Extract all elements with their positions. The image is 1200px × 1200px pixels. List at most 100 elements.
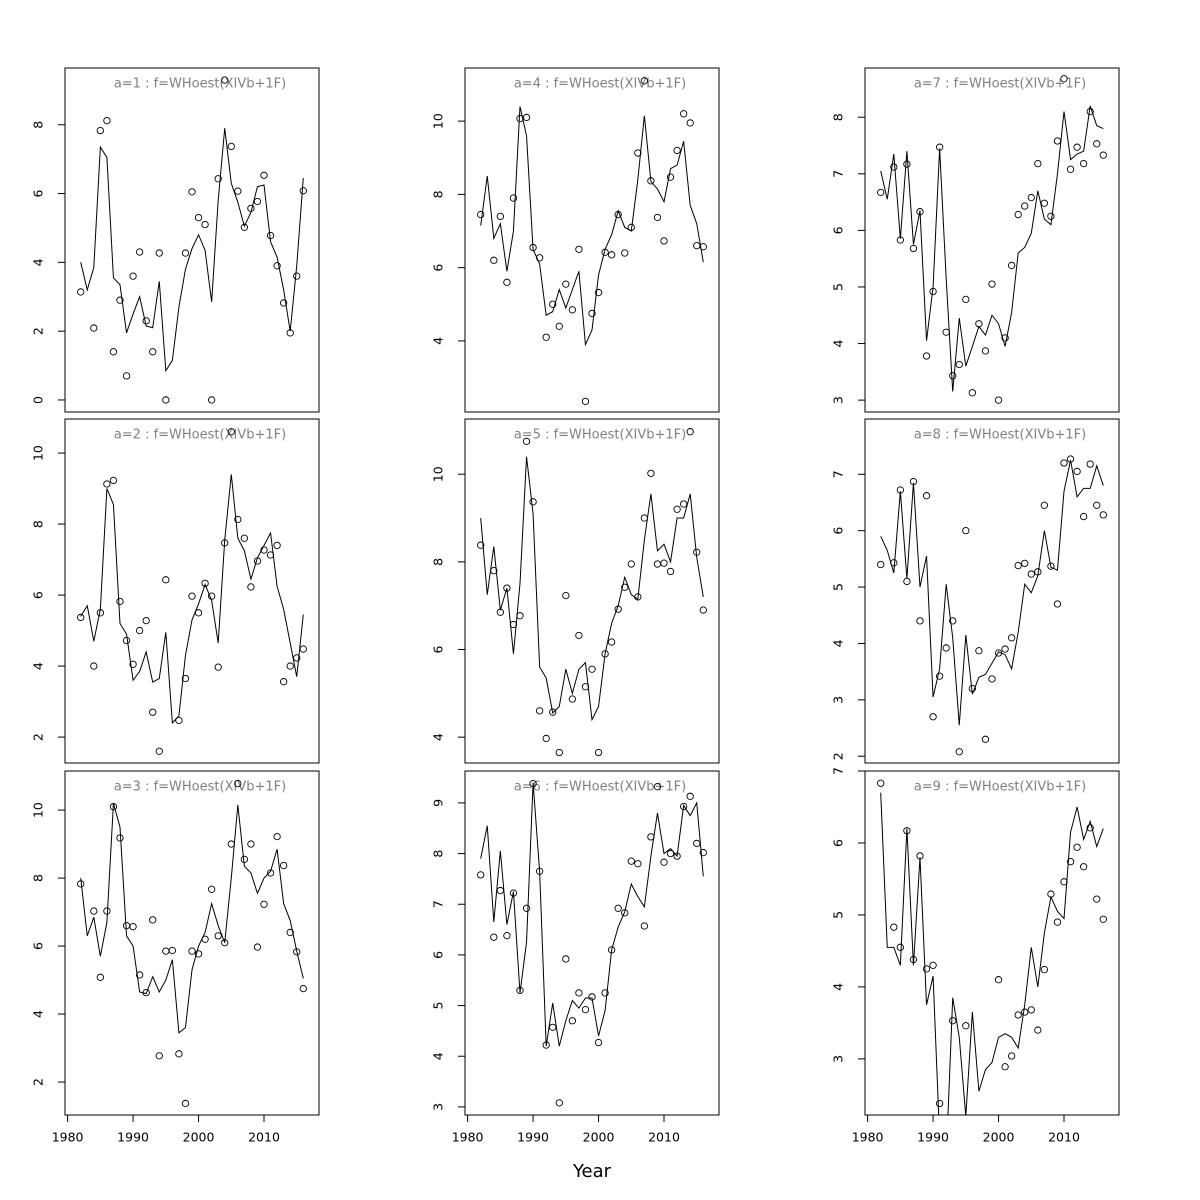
data-point — [647, 469, 655, 477]
data-point — [181, 1099, 190, 1108]
data-point — [653, 560, 662, 568]
data-point — [693, 839, 701, 848]
data-point — [1034, 1026, 1042, 1034]
data-point — [103, 480, 111, 488]
data-point — [253, 197, 262, 206]
data-point — [640, 514, 649, 522]
data-point — [562, 591, 570, 600]
data-point — [103, 116, 111, 125]
data-point — [1060, 459, 1068, 467]
data-point — [129, 272, 137, 280]
panel: a=9 : f=WHoest(XIVb+1F) 3 4 5 6 7 1980 1990 2000… — [831, 767, 1120, 1145]
data-point — [1021, 1008, 1029, 1016]
data-point — [922, 492, 931, 500]
panel-frame — [864, 770, 1120, 1116]
data-point — [634, 860, 642, 868]
x-tick-label: 2000 — [183, 1130, 215, 1145]
data-point — [949, 617, 957, 625]
panel: a=8 : f=WHoest(XIVb+1F) 2 3 4 5 6 7 — [831, 418, 1120, 764]
data-point — [129, 923, 137, 931]
data-point — [699, 606, 707, 614]
data-point — [922, 352, 931, 360]
data-point — [155, 1052, 163, 1060]
data-point — [1047, 562, 1055, 570]
data-point — [877, 188, 885, 197]
panel: a=6 : f=WHoest(XIVb+1F) 3 4 5 6 7 8 9 1980 1990 20… — [431, 770, 720, 1182]
data-point — [240, 223, 249, 231]
data-point — [562, 955, 570, 963]
data-point — [135, 626, 144, 635]
data-point — [653, 213, 662, 222]
data-point — [627, 560, 635, 568]
data-point — [207, 885, 216, 893]
data-point — [699, 243, 707, 251]
data-point — [286, 928, 294, 937]
data-point — [214, 932, 222, 940]
data-point — [962, 527, 970, 535]
data-point — [188, 592, 196, 600]
data-point — [214, 175, 222, 183]
data-point — [640, 77, 649, 85]
data-point — [660, 559, 668, 567]
data-point — [568, 695, 577, 703]
data-point — [1027, 1006, 1035, 1014]
data-point — [627, 857, 635, 865]
data-point — [522, 113, 531, 122]
fitted-line — [480, 106, 704, 347]
data-point — [162, 947, 170, 955]
data-point — [175, 1050, 183, 1058]
x-tick-label: 1990 — [517, 1130, 549, 1145]
data-point — [679, 500, 688, 508]
data-point — [227, 142, 235, 151]
data-point — [116, 834, 124, 842]
data-point — [588, 665, 596, 673]
data-point — [188, 188, 196, 196]
y-tick-label: 8 — [31, 874, 46, 882]
data-point — [77, 613, 85, 622]
data-point — [575, 245, 583, 253]
y-tick-label: 4 — [431, 1052, 446, 1060]
data-point — [477, 871, 485, 879]
data-point — [1014, 1011, 1022, 1019]
x-tick-label: 2010 — [248, 1130, 280, 1145]
data-point — [666, 173, 675, 181]
data-point — [1027, 570, 1035, 578]
panel-frame — [464, 770, 720, 1116]
panel: a=2 : f=WHoest(XIVb+1F) 2 4 6 8 10 — [31, 418, 320, 764]
data-point — [503, 278, 511, 286]
panel-title: a=4 : f=WHoest(XIVb+1F) — [514, 77, 686, 92]
data-point — [1014, 210, 1022, 219]
data-point — [286, 662, 294, 670]
x-tick-label: 1980 — [52, 1130, 84, 1145]
y-tick-label: 6 — [31, 591, 46, 599]
data-point — [90, 907, 98, 915]
data-point — [181, 249, 190, 257]
data-point — [555, 322, 563, 330]
data-point — [640, 922, 649, 930]
fitted-line — [80, 128, 304, 373]
data-point — [162, 576, 170, 584]
y-tick-label: 7 — [831, 470, 846, 478]
data-point — [1073, 467, 1081, 476]
y-tick-label: 4 — [831, 639, 846, 647]
data-point — [955, 360, 963, 369]
data-point — [155, 249, 163, 257]
data-point — [1066, 165, 1075, 173]
data-point — [588, 309, 596, 318]
data-point — [234, 779, 242, 788]
data-point — [260, 546, 268, 554]
y-tick-label: 2 — [831, 752, 846, 760]
data-point — [1086, 460, 1094, 468]
data-point — [1001, 1063, 1009, 1071]
data-point — [607, 251, 616, 259]
data-point — [1086, 824, 1094, 832]
data-point — [555, 1099, 563, 1107]
data-point — [240, 534, 249, 542]
data-point — [149, 348, 157, 356]
panel-title: a=6 : f=WHoest(XIVb+1F) — [514, 780, 686, 795]
panel: a=1 : f=WHoest(XIVb+1F) 0 2 4 6 8 — [31, 67, 320, 413]
data-point — [1047, 212, 1055, 220]
data-point — [1001, 334, 1009, 342]
data-point — [542, 333, 550, 341]
